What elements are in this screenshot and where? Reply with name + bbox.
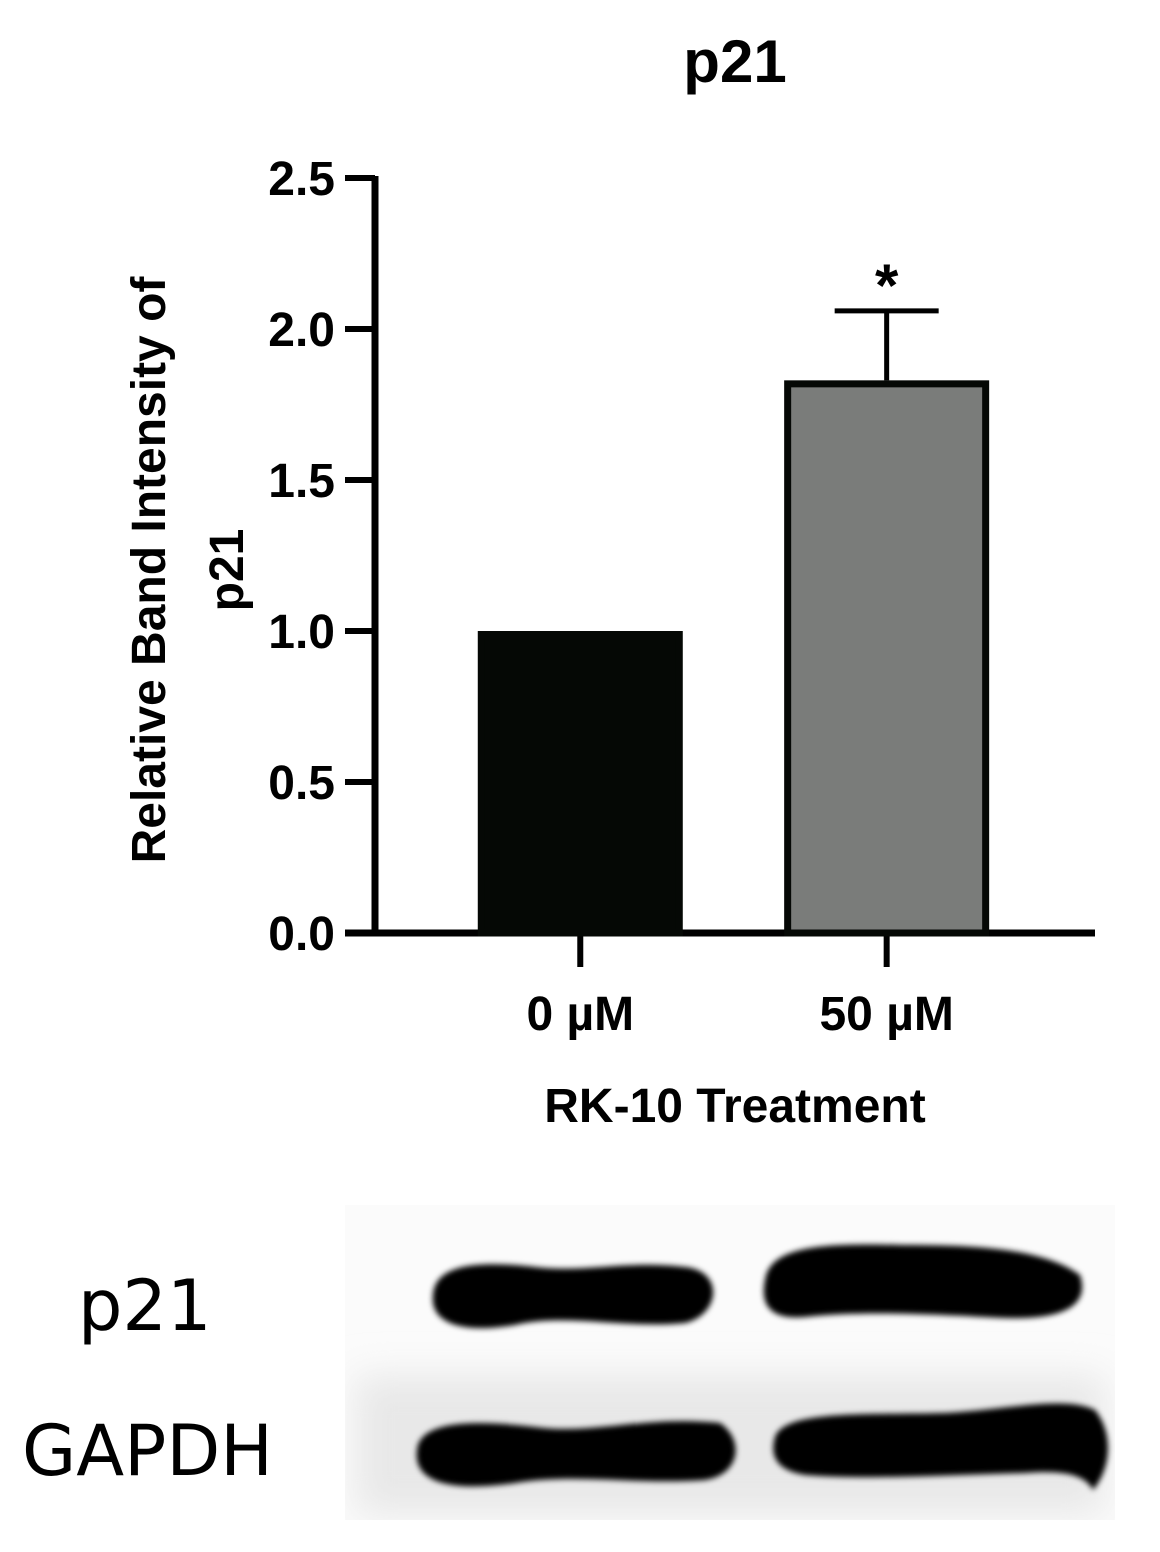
y-axis-label-line-1: Relative Band Intensity of (123, 276, 176, 864)
x-axis-label: RK-10 Treatment (544, 1080, 925, 1133)
y-tick-label: 2.0 (268, 304, 335, 357)
chart-title: p21 (683, 28, 786, 95)
y-axis-label-line-2: p21 (201, 529, 254, 612)
blot-label-gapdh: GAPDH (22, 1410, 273, 1492)
y-tick-label: 1.0 (268, 606, 335, 659)
y-tick-label: 0.0 (268, 908, 335, 961)
western-blot-image (345, 1205, 1115, 1520)
blot-label-p21: p21 (78, 1265, 212, 1347)
x-tick-label: 0 µM (526, 988, 634, 1041)
band-gapdh-lane1 (416, 1421, 736, 1487)
bar (477, 631, 683, 937)
bar (784, 380, 990, 937)
band-gapdh-lane2 (773, 1403, 1108, 1490)
y-tick-label: 1.5 (268, 455, 335, 508)
bars: * (477, 252, 990, 937)
band-p21-lane1 (432, 1264, 714, 1329)
significance-marker: * (875, 252, 899, 319)
band-p21-lane2 (763, 1244, 1083, 1319)
axes: 0.0 0.5 1.0 1.5 2.0 2.5 0 µM 50 µM (268, 153, 1095, 1041)
bar-chart: p21 Relative Band Intensity of p21 0.00.… (123, 28, 1095, 1133)
y-tick-label: 0.5 (268, 757, 335, 810)
y-tick-label: 2.5 (268, 153, 335, 206)
x-tick-label: 50 µM (819, 988, 953, 1041)
